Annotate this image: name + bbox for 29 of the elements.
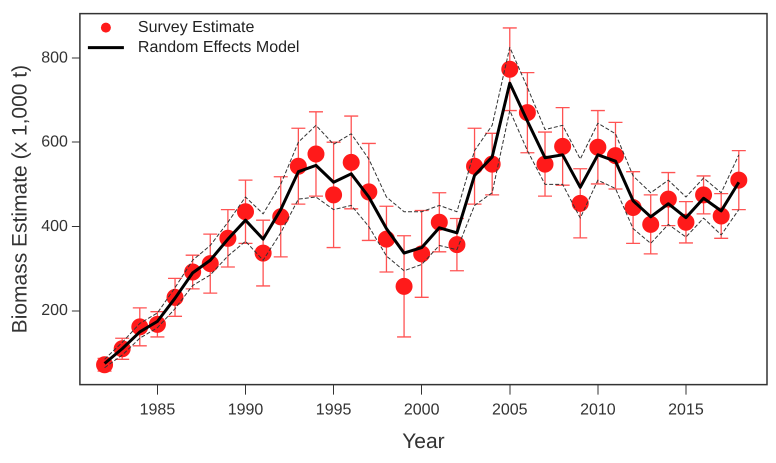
x-tick-label: 1985: [140, 402, 176, 419]
point: [254, 244, 272, 262]
point: [448, 236, 466, 254]
x-tick-label: 1990: [228, 402, 264, 419]
legend-label: Survey Estimate: [138, 19, 254, 36]
y-axis-title: Biomass Estimate (x 1,000 t): [8, 64, 32, 334]
point: [642, 216, 660, 233]
point: [307, 145, 324, 162]
x-tick-label: 2000: [404, 402, 440, 419]
y-tick-label: 800: [41, 49, 68, 66]
point: [554, 138, 572, 155]
point: [325, 186, 342, 204]
x-tick-label: 2015: [668, 402, 704, 419]
legend-label: Random Effects Model: [138, 39, 300, 56]
y-tick-label: 200: [41, 302, 68, 320]
point: [572, 194, 589, 212]
y-tick-label: 600: [41, 134, 68, 151]
y-tick-label: 400: [41, 218, 68, 235]
x-tick-label: 1995: [316, 402, 352, 419]
point: [730, 172, 748, 189]
x-tick-label: 2010: [580, 402, 616, 419]
point: [589, 138, 606, 156]
x-axis-title: Year: [402, 430, 445, 454]
point: [536, 156, 554, 173]
point: [237, 203, 254, 220]
point: [342, 154, 360, 171]
point: [396, 278, 413, 295]
x-tick-label: 2005: [492, 402, 528, 419]
point: [501, 60, 518, 78]
